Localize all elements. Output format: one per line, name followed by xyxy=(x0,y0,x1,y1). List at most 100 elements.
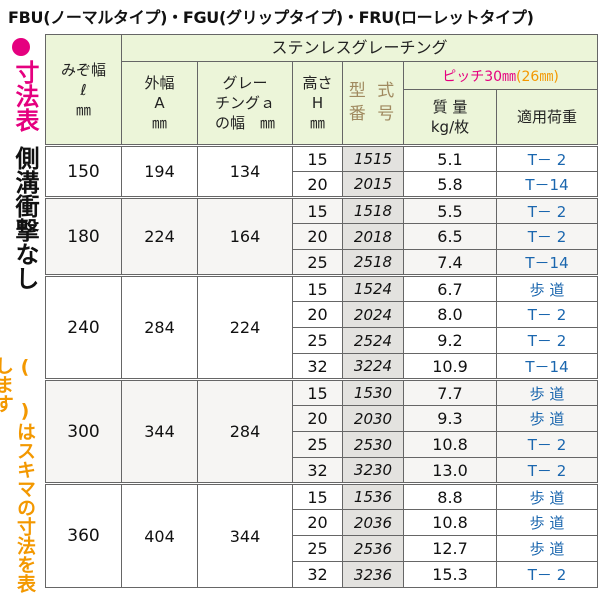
grating-width-cell: 344 xyxy=(197,482,293,588)
model-number-cell: 2030 xyxy=(342,405,404,432)
outer-width-cell: 224 xyxy=(121,196,198,276)
header-outer-width: 外幅 A ㎜ xyxy=(121,61,198,146)
height-cell: 15 xyxy=(292,274,343,302)
height-cell: 15 xyxy=(292,144,343,172)
load-cell: T－14 xyxy=(495,171,599,198)
table-row: 20 2036 10.8 歩 道 xyxy=(46,509,599,536)
table-row: 32 3230 13.0 T－ 2 xyxy=(46,457,599,484)
mass-cell: 8.0 xyxy=(403,301,497,328)
height-cell: 15 xyxy=(292,378,343,406)
load-cell: T－ 2 xyxy=(495,561,599,588)
mass-cell: 10.8 xyxy=(403,509,497,536)
header-model-number: 型 式番 号 xyxy=(342,61,404,146)
height-cell: 20 xyxy=(292,509,343,536)
table-row: 32 3224 10.9 T－14 xyxy=(46,353,599,380)
mass-cell: 6.7 xyxy=(403,274,497,302)
table-row: 300 344 284 15 1530 7.7 歩 道 xyxy=(45,378,599,484)
model-number-cell: 2015 xyxy=(342,171,404,198)
grating-width-cell: 134 xyxy=(197,144,293,198)
height-cell: 20 xyxy=(292,405,343,432)
height-cell: 20 xyxy=(292,171,343,198)
gutter-width-cell: 150 xyxy=(45,144,122,198)
model-number-cell: 2536 xyxy=(342,535,404,562)
height-cell: 32 xyxy=(292,353,343,380)
header-grating-group: ステンレスグレーチング xyxy=(120,34,599,62)
model-number-cell: 3230 xyxy=(342,457,404,484)
spec-table-body: 150 194 134 15 1515 5.1 T－ 2 20 2015 5.8 T－14 180 22… xyxy=(45,144,599,588)
mass-cell: 5.8 xyxy=(403,171,497,198)
mass-cell: 6.5 xyxy=(403,223,497,250)
gutter-width-cell: 300 xyxy=(45,378,122,484)
model-number-cell: 2036 xyxy=(342,509,404,536)
load-cell: 歩 道 xyxy=(495,405,599,432)
mass-cell: 9.3 xyxy=(403,405,497,432)
pitch-main: ピッチ30㎜ xyxy=(442,68,517,85)
pitch-alt: (26㎜) xyxy=(516,68,559,85)
height-cell: 25 xyxy=(292,535,343,562)
grating-width-cell: 224 xyxy=(197,274,293,380)
height-cell: 25 xyxy=(292,431,343,458)
sidebar-subheading: 側溝衝撃なし xyxy=(11,146,39,290)
grating-width-cell: 284 xyxy=(197,378,293,484)
mass-cell: 10.8 xyxy=(403,431,497,458)
table-row: 20 2024 8.0 T－ 2 xyxy=(46,301,599,328)
header-load: 適用荷重 xyxy=(495,89,599,146)
model-number-cell: 2524 xyxy=(342,327,404,354)
load-cell: 歩 道 xyxy=(495,482,599,510)
mass-cell: 10.9 xyxy=(403,353,497,380)
load-cell: 歩 道 xyxy=(495,378,599,406)
grating-width-cell: 164 xyxy=(197,196,293,276)
table-row: 32 3236 15.3 T－ 2 xyxy=(46,561,599,588)
load-cell: 歩 道 xyxy=(495,274,599,302)
outer-width-cell: 284 xyxy=(121,274,198,380)
load-cell: T－ 2 xyxy=(495,431,599,458)
model-number-cell: 2018 xyxy=(342,223,404,250)
height-cell: 20 xyxy=(292,301,343,328)
table-row: 25 2518 7.4 T－14 xyxy=(46,249,599,276)
height-cell: 32 xyxy=(292,457,343,484)
header-pitch: ピッチ30㎜(26㎜) xyxy=(402,61,599,90)
model-number-cell: 1515 xyxy=(342,144,404,172)
header-grating-width: グレー チングａ の幅 ㎜ xyxy=(197,61,293,146)
height-cell: 25 xyxy=(292,327,343,354)
table-row: 20 2015 5.8 T－14 xyxy=(46,171,599,198)
header-height: 高さ H ㎜ xyxy=(292,61,343,146)
load-cell: T－ 2 xyxy=(495,301,599,328)
load-cell: T－ 2 xyxy=(495,457,599,484)
mass-cell: 5.1 xyxy=(403,144,497,172)
table-row: 150 194 134 15 1515 5.1 T－ 2 xyxy=(45,144,599,198)
spec-table: みぞ幅 ℓ ㎜ ステンレスグレーチング 外幅 A ㎜ グレー チングａ の幅 ㎜ 高さ H ㎜ … xyxy=(45,34,599,588)
model-number-cell: 1530 xyxy=(342,378,404,406)
load-cell: 歩 道 xyxy=(495,509,599,536)
load-cell: T－ 2 xyxy=(495,327,599,354)
height-cell: 15 xyxy=(292,196,343,224)
height-cell: 32 xyxy=(292,561,343,588)
table-row: 360 404 344 15 1536 8.8 歩 道 xyxy=(45,482,599,588)
height-cell: 25 xyxy=(292,249,343,276)
model-number-cell: 1524 xyxy=(342,274,404,302)
model-number-cell: 3224 xyxy=(342,353,404,380)
model-number-cell: 2518 xyxy=(342,249,404,276)
mass-cell: 9.2 xyxy=(403,327,497,354)
model-number-cell: 2530 xyxy=(342,431,404,458)
table-row: 25 2536 12.7 歩 道 xyxy=(46,535,599,562)
header-mass: 質 量 kg/枚 xyxy=(403,89,497,146)
bullet-icon xyxy=(12,38,30,56)
mass-cell: 13.0 xyxy=(403,457,497,484)
gutter-width-cell: 360 xyxy=(45,482,122,588)
table-row: 25 2530 10.8 T－ 2 xyxy=(46,431,599,458)
height-cell: 20 xyxy=(292,223,343,250)
table-row: 20 2030 9.3 歩 道 xyxy=(46,405,599,432)
mass-cell: 7.7 xyxy=(403,378,497,406)
load-cell: T－14 xyxy=(495,249,599,276)
model-number-cell: 1518 xyxy=(342,196,404,224)
table-row: 20 2018 6.5 T－ 2 xyxy=(46,223,599,250)
outer-width-cell: 344 xyxy=(121,378,198,484)
mass-cell: 12.7 xyxy=(403,535,497,562)
outer-width-cell: 194 xyxy=(121,144,198,198)
height-cell: 15 xyxy=(292,482,343,510)
mass-cell: 15.3 xyxy=(403,561,497,588)
load-cell: T－14 xyxy=(495,353,599,380)
sidebar: 寸法表 側溝衝撃なし ( )はスキマの寸法を表します xyxy=(0,34,44,600)
gutter-width-cell: 180 xyxy=(45,196,122,276)
